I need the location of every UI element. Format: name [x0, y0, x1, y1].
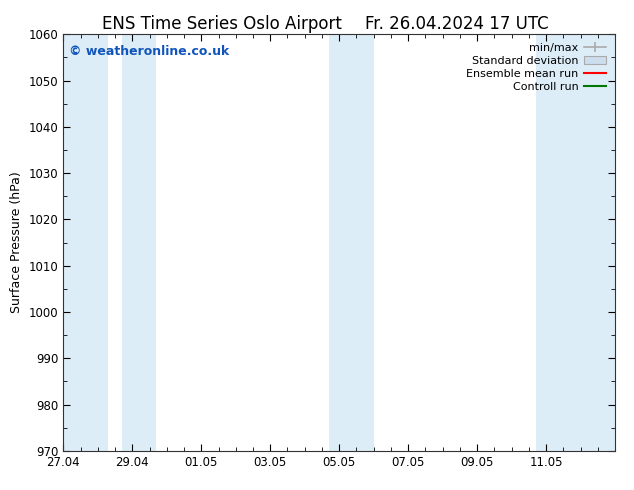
Bar: [536, 34, 615, 451]
Text: ENS Time Series Oslo Airport: ENS Time Series Oslo Airport: [102, 15, 342, 33]
Y-axis label: Surface Pressure (hPa): Surface Pressure (hPa): [10, 172, 23, 314]
Bar: [122, 34, 157, 451]
Bar: [63, 34, 108, 451]
Text: Fr. 26.04.2024 17 UTC: Fr. 26.04.2024 17 UTC: [365, 15, 548, 33]
Text: © weatheronline.co.uk: © weatheronline.co.uk: [69, 45, 229, 58]
Legend: min/max, Standard deviation, Ensemble mean run, Controll run: min/max, Standard deviation, Ensemble me…: [463, 40, 609, 95]
Bar: [329, 34, 373, 451]
